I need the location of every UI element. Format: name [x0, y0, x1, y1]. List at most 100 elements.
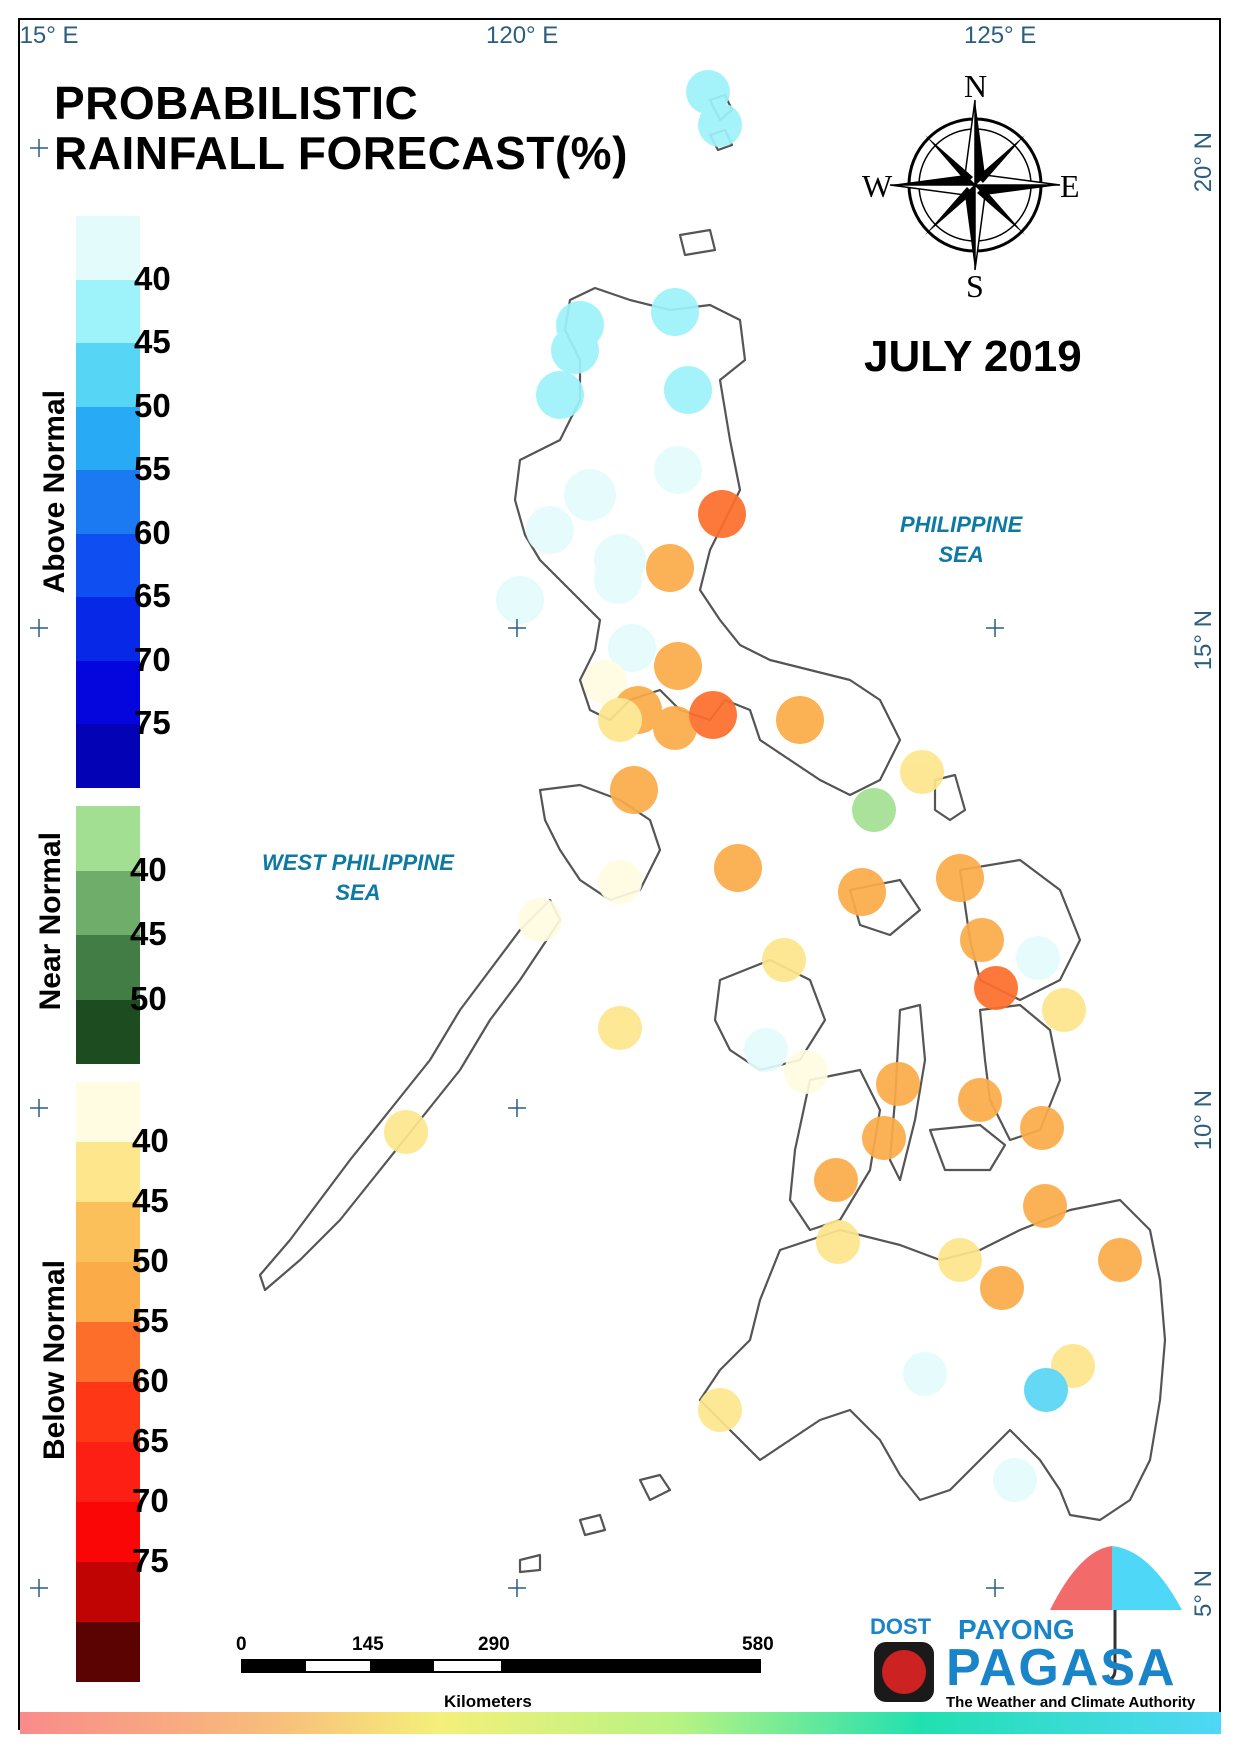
marker — [993, 1458, 1037, 1502]
marker — [608, 624, 656, 672]
marker — [903, 1352, 947, 1396]
marker — [536, 371, 584, 419]
marker — [1023, 1184, 1067, 1228]
legend-swatch — [76, 279, 140, 344]
sea-label-line: PHILIPPINE — [900, 512, 1023, 537]
negros-island — [788, 1068, 882, 1232]
lat-label: 15° N — [1190, 610, 1217, 671]
sea-label-line: WEST PHILIPPINE — [262, 850, 454, 875]
logo-payong: PAYONG — [958, 1614, 1075, 1645]
legend-swatch — [76, 597, 140, 661]
marker — [816, 1220, 860, 1264]
marker — [1024, 1368, 1068, 1412]
marker — [689, 691, 737, 739]
legend-value: 40 — [132, 1122, 169, 1159]
marker — [496, 576, 544, 624]
marker — [958, 1078, 1002, 1122]
legend-value: 50 — [130, 979, 167, 1017]
legend-swatch — [76, 724, 140, 788]
compass-rose — [889, 99, 1061, 271]
marker — [384, 1110, 428, 1154]
legend-swatch — [76, 999, 140, 1064]
marker — [698, 1388, 742, 1432]
scale-tick: 145 — [352, 1634, 384, 1655]
marker — [654, 446, 702, 494]
legend-swatch — [76, 660, 140, 725]
legend-value: 55 — [134, 450, 171, 488]
legend-value: 70 — [134, 640, 171, 678]
legend-swatch — [76, 1562, 140, 1622]
marker — [974, 966, 1018, 1010]
marker — [1042, 988, 1086, 1032]
pagasa-logo: DOST PAYONG PAGASA The Weather and Clima… — [850, 1540, 1210, 1711]
legend-swatch — [76, 1442, 140, 1502]
map-canvas — [30, 70, 1167, 1673]
marker — [960, 918, 1004, 962]
forecast-markers — [384, 70, 1142, 1502]
grid-crosses — [30, 139, 1004, 1597]
marker — [938, 1238, 982, 1282]
legend-value: 45 — [130, 915, 167, 952]
marker — [980, 1266, 1024, 1310]
marker — [551, 326, 599, 374]
marker — [686, 70, 730, 114]
compass-w: W — [862, 168, 893, 204]
legend-swatch — [76, 935, 140, 1000]
lon-label: 120° E — [486, 22, 559, 49]
legend-value: 75 — [132, 1542, 169, 1579]
legend-swatch — [76, 806, 140, 871]
scale-tick: 290 — [478, 1634, 510, 1655]
marker — [714, 844, 762, 892]
marker — [1098, 1238, 1142, 1282]
marker — [664, 366, 712, 414]
marker — [1016, 936, 1060, 980]
legend-value: 50 — [134, 386, 171, 424]
logo-tagline: The Weather and Climate Authority — [946, 1694, 1196, 1711]
compass-s: S — [966, 268, 984, 304]
forecast-date: JULY 2019 — [864, 332, 1082, 381]
marker — [744, 1028, 788, 1072]
scale-bar — [241, 1659, 761, 1673]
sea-label-line: SEA — [938, 542, 984, 567]
legend-swatch — [76, 870, 140, 935]
marker — [598, 1006, 642, 1050]
marker — [646, 544, 694, 592]
marker — [814, 1158, 858, 1202]
map-frame: 115° E 120° E 125° E 20° N 15° N 10° N 5… — [18, 18, 1221, 1730]
map-title: PROBABILISTIC RAINFALL FORECAST(%) — [54, 78, 628, 178]
marker — [610, 766, 658, 814]
legend-value: 60 — [134, 513, 171, 551]
marker — [653, 706, 697, 750]
legend-value: 45 — [132, 1182, 169, 1219]
logo-pagasa: PAGASA — [946, 1639, 1177, 1697]
marker — [784, 1050, 828, 1094]
legend-swatch — [76, 1202, 140, 1262]
marker — [862, 1116, 906, 1160]
legend-value: 65 — [134, 577, 171, 615]
philippine-sea-label: PHILIPPINE SEA — [900, 510, 1022, 570]
legend-swatch — [76, 470, 140, 534]
legend-swatch — [76, 1262, 140, 1322]
marker — [598, 698, 642, 742]
legend-swatch — [76, 1502, 140, 1562]
legend-below-swatches — [76, 1082, 140, 1682]
marker — [654, 642, 702, 690]
legend-swatch — [76, 1382, 140, 1442]
marker — [936, 854, 984, 902]
legend-value: 50 — [132, 1242, 169, 1279]
legend-value: 65 — [132, 1422, 169, 1459]
legend-title-below: Below Normal — [38, 1260, 71, 1461]
marker — [518, 898, 562, 942]
marker — [526, 506, 574, 554]
logo-dost: DOST — [870, 1614, 932, 1639]
catanduanes-island — [933, 773, 967, 822]
legend-near-swatches — [76, 806, 140, 1064]
legend-value: 55 — [132, 1302, 169, 1339]
lat-label: 10° N — [1190, 1090, 1217, 1151]
marker — [762, 938, 806, 982]
marker — [776, 696, 824, 744]
legend-swatch — [76, 1082, 140, 1142]
scale-tick: 580 — [742, 1634, 774, 1655]
bohol-island — [928, 1123, 1007, 1172]
compass-n: N — [964, 68, 988, 104]
